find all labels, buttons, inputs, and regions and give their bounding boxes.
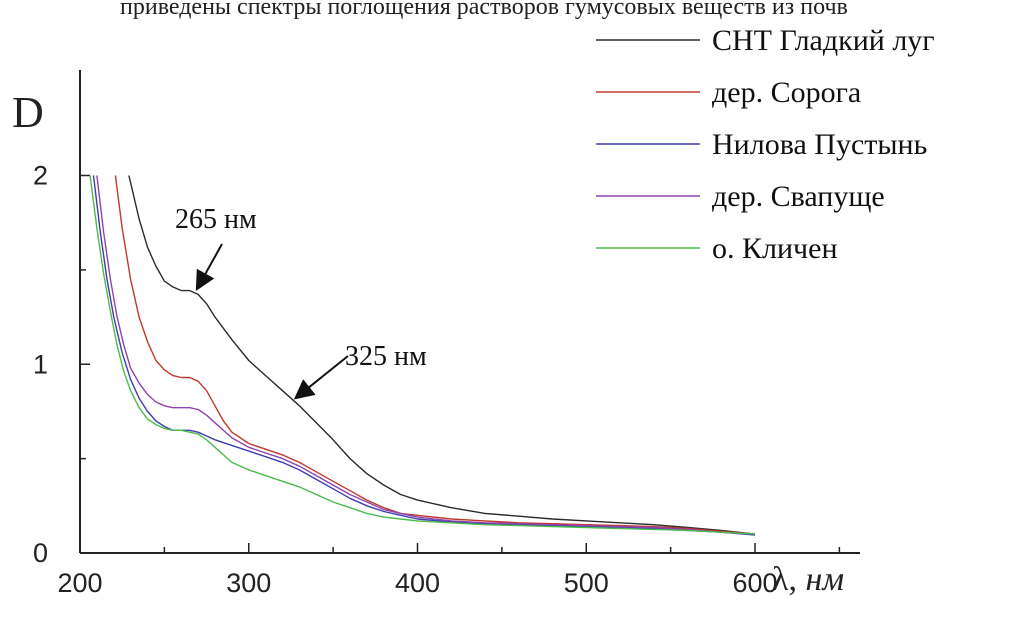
y-tick-label: 0 (33, 538, 48, 568)
y-tick-label: 1 (33, 349, 48, 379)
top-caption-fragment: приведены спектры поглощения растворов г… (120, 0, 848, 20)
series-line-4 (96, 175, 756, 535)
y-axis-label: D (12, 88, 44, 137)
legend-label: СНТ Гладкий луг (712, 24, 935, 57)
annotation-arrow (195, 243, 223, 292)
series-line-1 (128, 175, 756, 535)
y-tick-label: 2 (33, 161, 48, 191)
x-tick-label: 400 (395, 568, 440, 598)
annotation-label: 325 нм (345, 341, 427, 372)
x-tick-label: 200 (57, 568, 102, 598)
series-layer (89, 175, 756, 536)
series-line-5 (89, 175, 756, 535)
x-tick-label: 300 (226, 568, 271, 598)
annotation-layer: 265 нм 325 нм (175, 204, 427, 400)
series-line-3 (92, 175, 756, 536)
x-axis-label: λ, нм (772, 561, 844, 598)
legend-label: о. Кличен (712, 232, 838, 265)
legend: СНТ Гладкий луг дер. Сорога Нилова Пустынь… (596, 24, 935, 265)
x-tick-label: 600 (732, 568, 777, 598)
legend-label: дер. Свапуще (712, 180, 885, 213)
annotation-arrow (293, 355, 349, 400)
legend-label: Нилова Пустынь (712, 128, 927, 161)
axes: 200 300 400 500 600 0 1 2 Dλ, нм (12, 70, 860, 598)
series-line-2 (114, 175, 756, 535)
legend-label: дер. Сорога (712, 76, 861, 109)
annotation-label: 265 нм (175, 204, 257, 235)
x-tick-label: 500 (564, 568, 609, 598)
